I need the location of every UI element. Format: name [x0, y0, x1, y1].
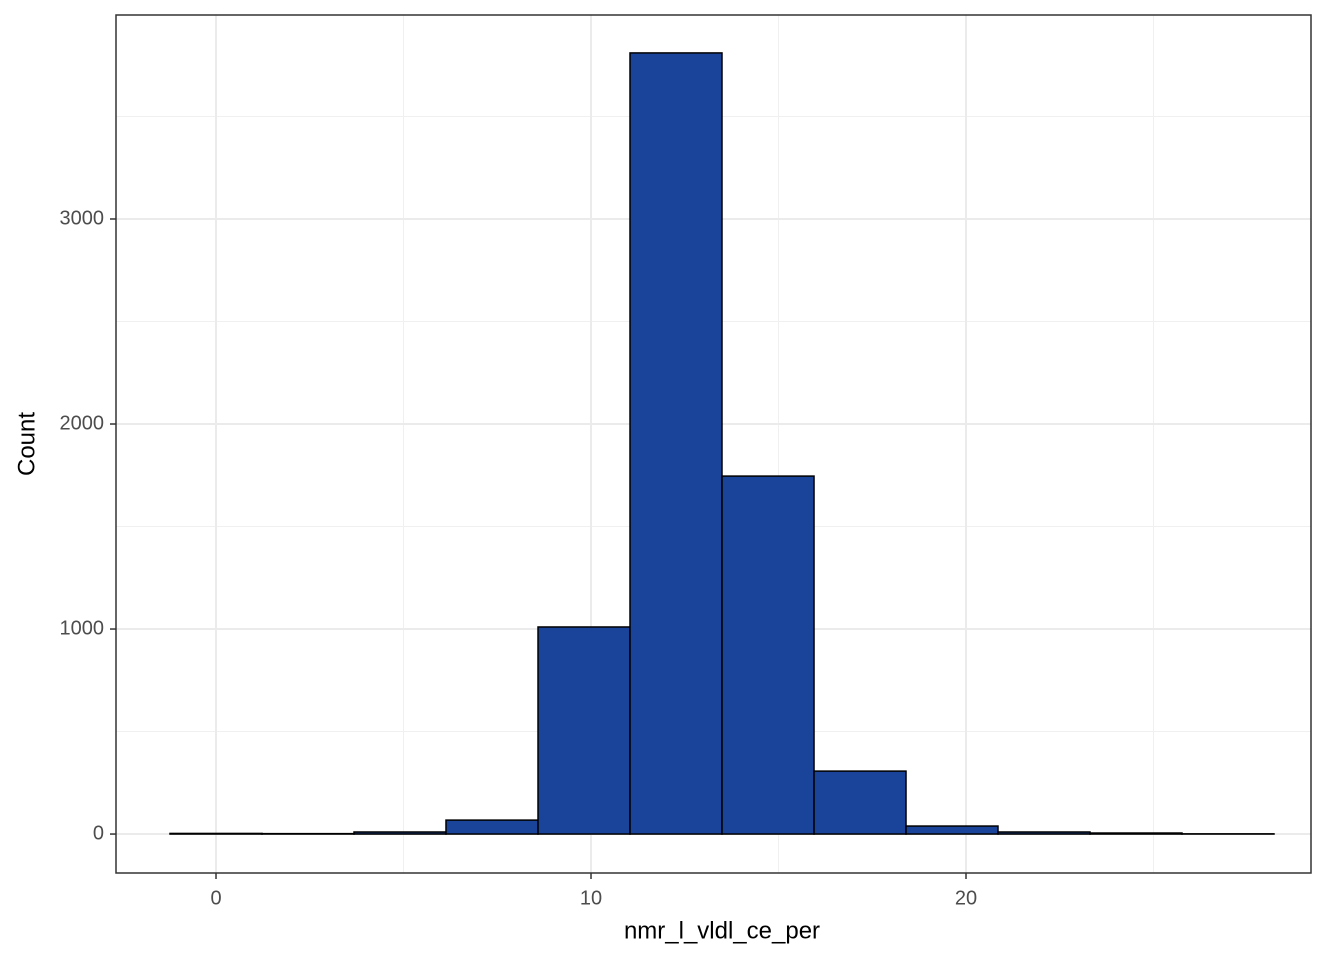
bar	[629, 52, 723, 835]
y-tick-label: 2000	[60, 412, 105, 434]
y-tick-label: 3000	[60, 207, 105, 229]
y-axis-title: Count	[13, 412, 40, 476]
bar	[353, 831, 447, 835]
x-tick-label: 10	[580, 887, 602, 909]
y-tick-label: 1000	[60, 617, 105, 639]
x-axis-title: nmr_l_vldl_ce_per	[624, 917, 820, 944]
bar	[537, 626, 631, 835]
bar	[445, 819, 539, 835]
bar	[169, 832, 263, 835]
x-tick-label: 0	[210, 887, 221, 909]
panel-border	[115, 14, 1312, 874]
x-tick-label: 20	[955, 887, 977, 909]
bar	[997, 831, 1091, 835]
bar	[721, 475, 815, 835]
bar	[905, 825, 999, 835]
bar	[1089, 832, 1183, 835]
y-tick-label: 0	[93, 822, 104, 844]
bar	[813, 770, 907, 835]
